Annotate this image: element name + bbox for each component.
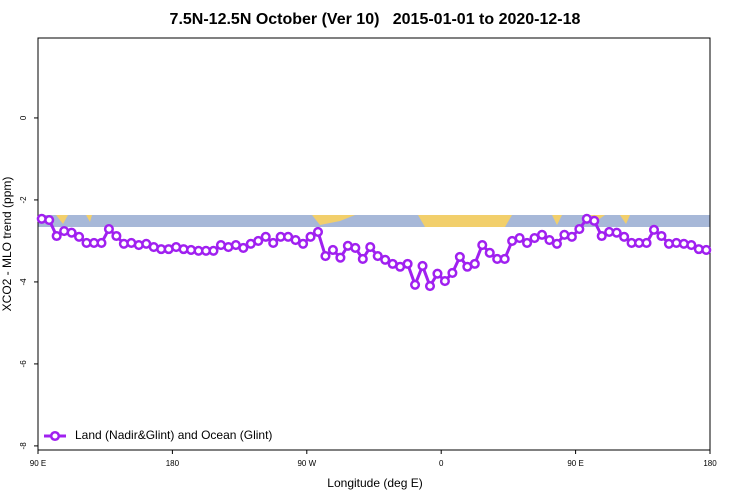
data-point (536, 229, 548, 240)
data-point (253, 235, 264, 246)
map-strip (38, 215, 710, 227)
x-tick-label: 180 (703, 459, 717, 468)
y-tick-label: -2 (19, 196, 28, 204)
data-point (312, 226, 324, 237)
data-point (357, 253, 368, 265)
data-point (514, 233, 525, 244)
data-point (454, 251, 465, 262)
y-tick-label: -4 (19, 278, 28, 286)
data-point (44, 214, 55, 226)
data-point (260, 231, 271, 242)
data-point (66, 227, 77, 238)
plot-frame (37, 37, 711, 451)
y-tick-label: -8 (19, 442, 28, 450)
data-point (544, 235, 555, 246)
data-point (656, 230, 667, 242)
data-point (469, 258, 480, 269)
data-point (372, 251, 383, 262)
data-point (298, 238, 309, 249)
y-axis-label: XCO2 - MLO trend (ppm) (0, 177, 14, 312)
x-tick-label: 0 (439, 459, 444, 468)
data-point (335, 252, 346, 263)
data-point (447, 267, 458, 278)
data-point (238, 242, 249, 253)
x-tick-label: 90 E (30, 459, 46, 468)
data-point (96, 237, 107, 249)
data-point (74, 231, 85, 242)
y-tick-label: -6 (19, 360, 28, 368)
data-point (290, 235, 301, 246)
data-point (701, 244, 712, 255)
data-point (350, 242, 361, 253)
data-point (103, 223, 114, 235)
data-point (51, 230, 62, 242)
legend-swatch-point (49, 430, 61, 442)
y-tick-label: 0 (19, 115, 28, 120)
data-point (686, 239, 697, 251)
data-point (410, 279, 421, 290)
data-point (417, 260, 428, 271)
x-tick-label: 180 (166, 459, 180, 468)
data-point (477, 239, 488, 251)
data-point (305, 231, 316, 242)
data-point (320, 251, 331, 262)
data-point (522, 237, 533, 249)
data-point (566, 231, 577, 242)
data-point (484, 247, 495, 258)
data-point (424, 280, 436, 292)
data-point (574, 223, 585, 235)
ocean-band (38, 215, 710, 227)
data-point (402, 258, 413, 269)
data-point (499, 253, 510, 265)
data-point (648, 224, 660, 235)
x-tick-label: 90 W (297, 459, 316, 468)
data-point (439, 276, 450, 287)
chart-title: 7.5N-12.5N October (Ver 10) 2015-01-01 t… (170, 11, 581, 28)
data-point (596, 230, 607, 242)
x-axis-label: Longitude (deg E) (327, 476, 422, 490)
data-point (208, 245, 219, 256)
data-point (611, 227, 622, 238)
data-point (380, 254, 391, 265)
x-tick-label: 90 E (567, 459, 583, 468)
data-point (365, 242, 376, 253)
data-point (551, 238, 562, 249)
legend-label: Land (Nadir&Glint) and Ocean (Glint) (75, 428, 272, 442)
data-point (589, 215, 600, 226)
data-point (111, 230, 122, 242)
data-point (327, 244, 338, 255)
data-point (432, 268, 443, 279)
data-point (268, 237, 279, 249)
data-point (619, 231, 630, 242)
land-shape (56, 215, 630, 227)
plot-layer: 90 E 180 90 W 0 90 E 180 0 -2 -4 -6 -8 Land (Nadir&… (19, 115, 717, 468)
data-point (641, 237, 652, 249)
